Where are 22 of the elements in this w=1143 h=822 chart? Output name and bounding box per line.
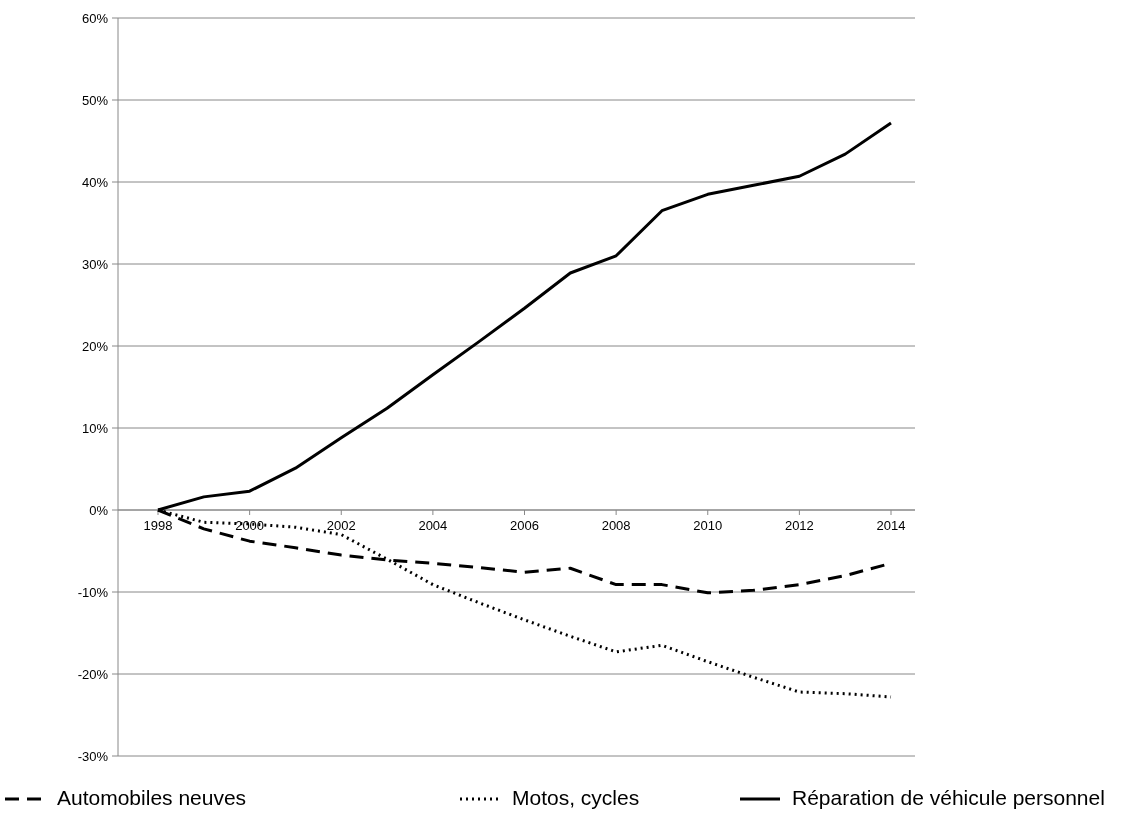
y-tick-label: 50%: [81, 92, 109, 108]
x-tick-label: 2010: [693, 518, 723, 533]
legend-label: Réparation de véhicule personnel: [792, 786, 1105, 809]
y-tick-label: -30%: [77, 748, 109, 764]
x-tick-label: 2000: [235, 518, 265, 533]
x-tick-label: 2006: [510, 518, 539, 533]
x-tick-label: 2004: [418, 518, 448, 533]
y-tick-label: 60%: [81, 10, 109, 26]
y-tick-label: 30%: [81, 256, 109, 272]
y-tick-label: -10%: [77, 584, 109, 600]
legend-label: Motos, cycles: [512, 786, 640, 809]
x-tick-label: 2012: [784, 518, 814, 533]
x-tick-label: 2002: [326, 518, 356, 533]
legend-label: Automobiles neuves: [57, 786, 247, 809]
y-tick-label: -20%: [77, 666, 109, 682]
y-tick-label: 20%: [81, 338, 109, 354]
y-tick-label: 0%: [89, 502, 109, 518]
x-tick-label: 1998: [143, 518, 173, 533]
y-tick-label: 10%: [81, 420, 109, 436]
y-tick-label: 40%: [81, 174, 109, 190]
x-tick-label: 2014: [876, 518, 906, 533]
x-tick-label: 2008: [601, 518, 631, 533]
